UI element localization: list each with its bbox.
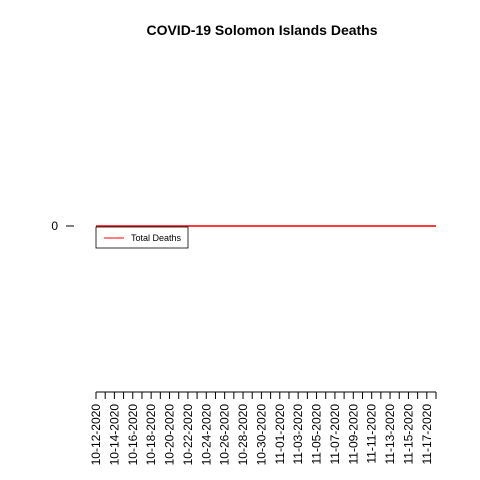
x-tick-label: 11-05-2020 bbox=[310, 404, 324, 465]
x-tick-label: 10-14-2020 bbox=[107, 404, 121, 466]
x-tick-label: 10-24-2020 bbox=[199, 404, 213, 466]
x-tick-label: 10-20-2020 bbox=[163, 404, 177, 466]
x-tick-label: 11-07-2020 bbox=[328, 404, 342, 465]
y-axis: 0 bbox=[51, 219, 74, 233]
chart-title: COVID-19 Solomon Islands Deaths bbox=[146, 22, 377, 38]
x-tick-label: 11-09-2020 bbox=[346, 404, 360, 465]
legend-label-total-deaths: Total Deaths bbox=[131, 233, 182, 243]
x-tick-label: 11-17-2020 bbox=[420, 404, 434, 465]
x-tick-label: 11-01-2020 bbox=[273, 404, 287, 465]
legend-box bbox=[95, 226, 189, 249]
x-tick-label: 10-12-2020 bbox=[89, 404, 103, 466]
y-tick-label: 0 bbox=[51, 219, 58, 233]
x-tick-label: 10-16-2020 bbox=[126, 404, 140, 466]
x-tick-label: 10-30-2020 bbox=[254, 404, 268, 466]
x-tick-label: 10-18-2020 bbox=[144, 404, 158, 466]
x-tick-label: 11-13-2020 bbox=[383, 404, 397, 465]
x-axis: 10-12-2020 10-14-2020 10-16-2020 10-18-2020… bbox=[89, 391, 437, 466]
legend: Total Deaths bbox=[95, 226, 189, 249]
x-tick-label: 10-26-2020 bbox=[218, 404, 232, 466]
x-tick-label: 10-28-2020 bbox=[236, 404, 250, 466]
x-tick-label: 11-11-2020 bbox=[365, 404, 379, 464]
x-tick-label: 11-15-2020 bbox=[401, 404, 415, 465]
x-tick-label: 11-03-2020 bbox=[291, 404, 305, 465]
x-tick-label: 10-22-2020 bbox=[181, 404, 195, 466]
